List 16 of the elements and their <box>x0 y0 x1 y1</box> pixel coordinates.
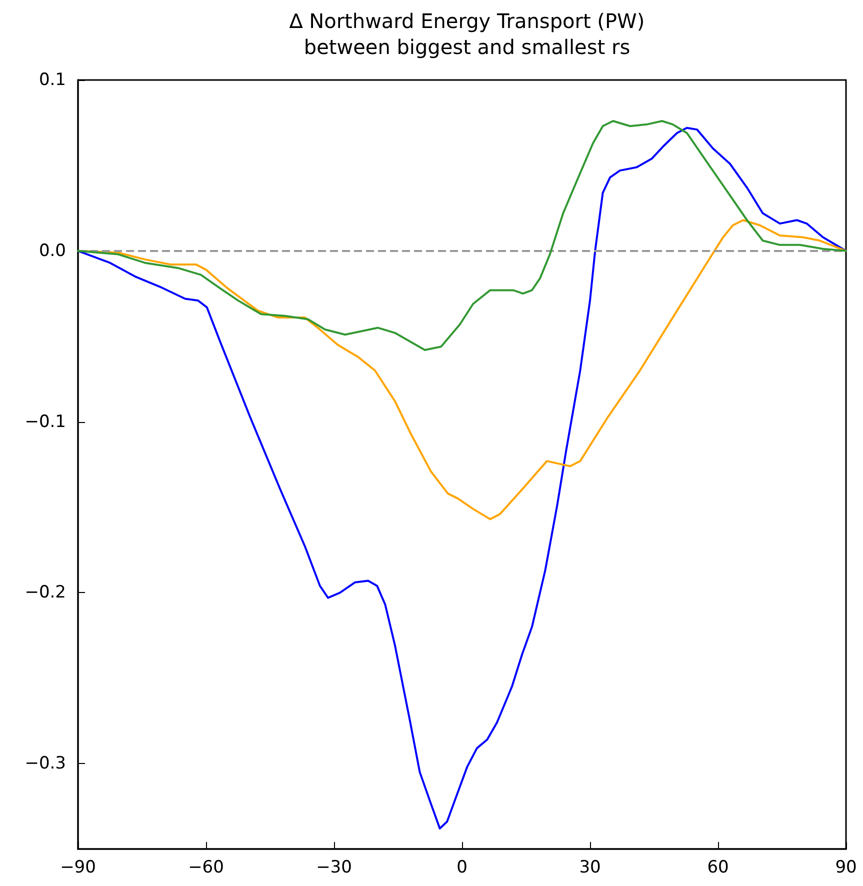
x-tick-label: −30 <box>316 858 352 878</box>
line-series <box>77 126 847 830</box>
y-tick-label: 0.1 <box>38 70 66 90</box>
x-tick-label: −90 <box>60 858 96 878</box>
x-tick-label: 90 <box>835 858 857 878</box>
y-tick-label: −0.3 <box>24 754 66 774</box>
y-tick-label: 0.0 <box>38 240 66 261</box>
y-tick-label: −0.1 <box>24 412 66 432</box>
x-tick-label: 30 <box>579 858 601 878</box>
line-series <box>77 120 847 352</box>
x-tick-label: 60 <box>707 858 729 878</box>
x-tick-label: −60 <box>188 858 224 878</box>
y-tick-label: −0.2 <box>24 582 66 603</box>
chart-title: ∆ Northward Energy Transport (PW) <box>288 9 645 33</box>
x-tick-label: 0 <box>456 858 468 878</box>
chart-subtitle: between biggest and smallest rs <box>304 35 630 59</box>
